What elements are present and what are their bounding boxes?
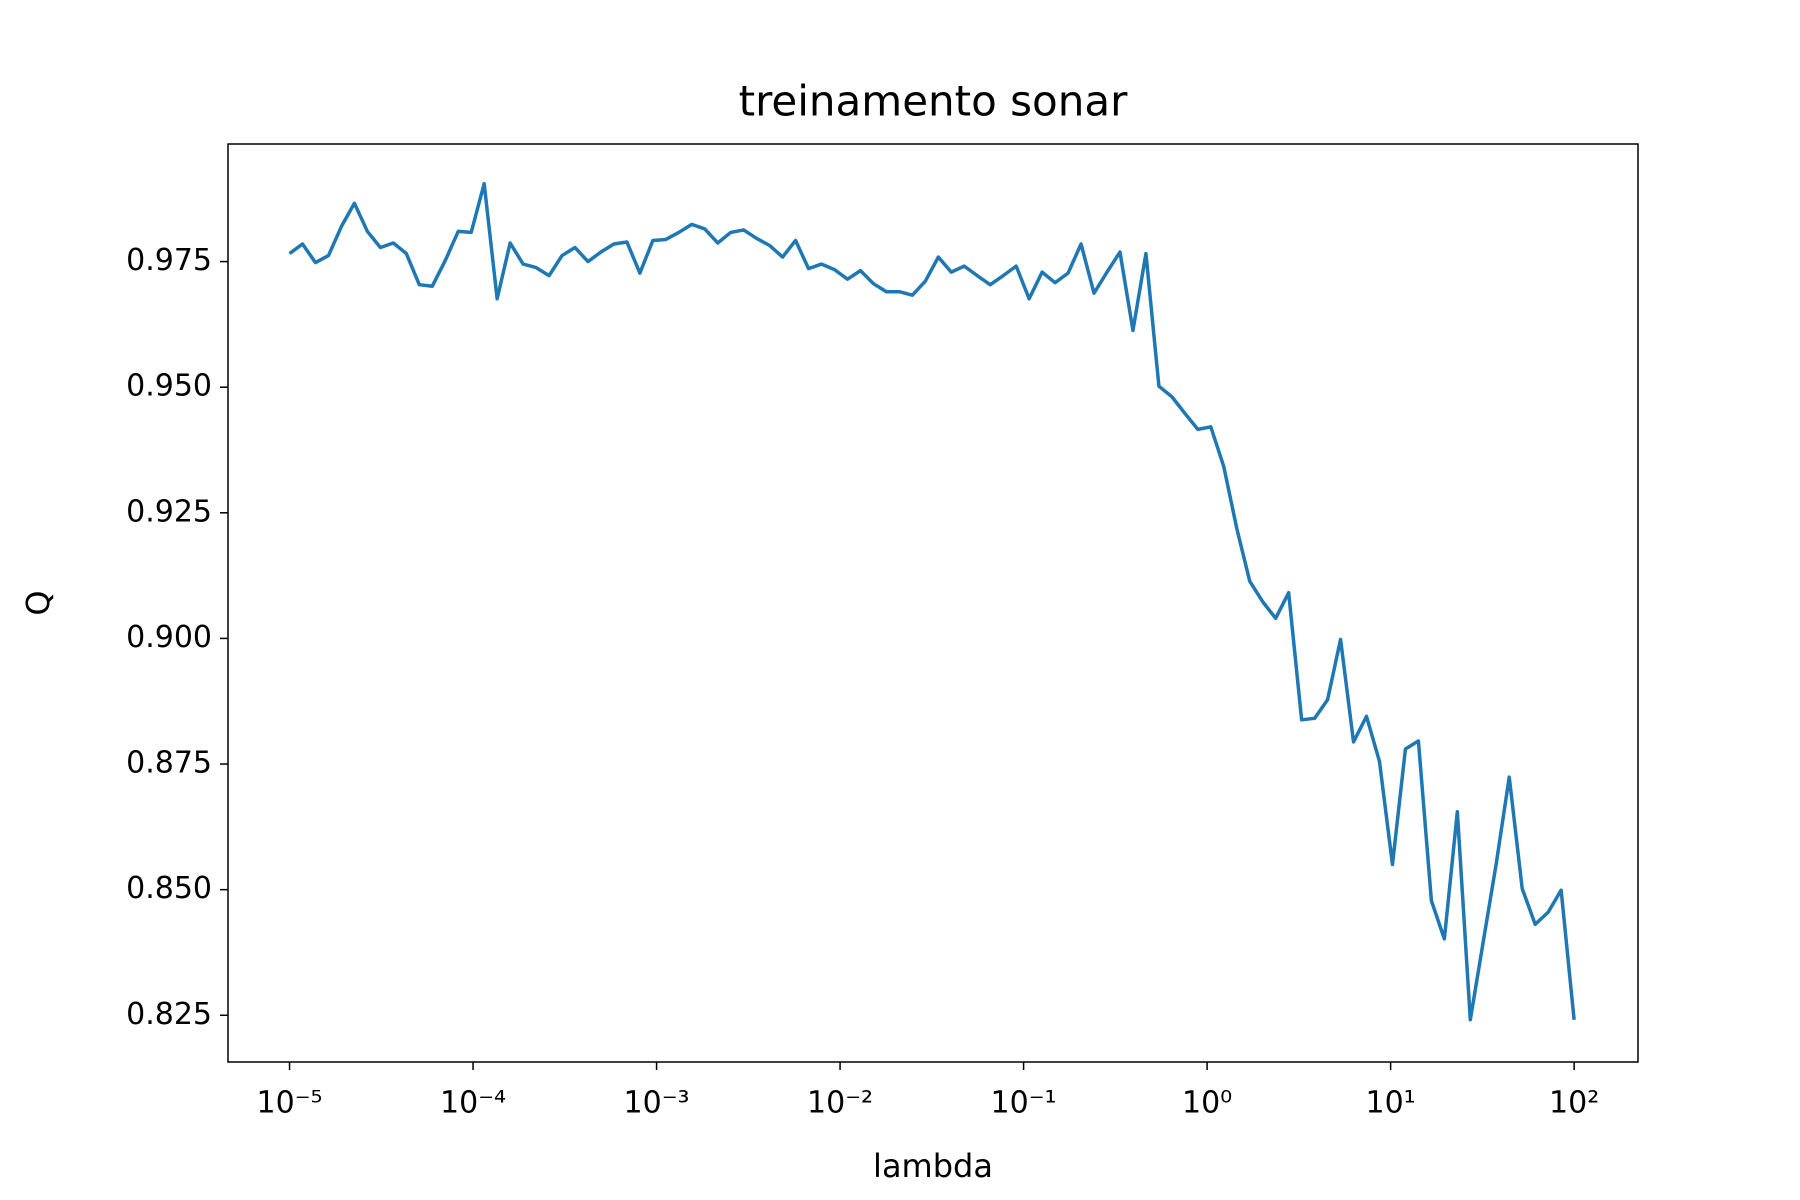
y-tick-label: 0.925: [126, 494, 212, 529]
x-tick-label: 10¹: [1366, 1086, 1416, 1121]
x-axis-label: lambda: [873, 1147, 993, 1185]
x-tick-label: 10⁻⁵: [257, 1086, 323, 1121]
x-tick-label: 10⁻¹: [991, 1086, 1057, 1121]
x-tick-label: 10⁻²: [807, 1086, 873, 1121]
x-tick-label: 10²: [1549, 1086, 1599, 1121]
y-tick-label: 0.825: [126, 997, 212, 1032]
y-tick-label: 0.850: [126, 871, 212, 906]
x-tick-label: 10⁰: [1182, 1086, 1232, 1121]
x-tick-label: 10⁻⁴: [440, 1086, 506, 1121]
y-tick-label: 0.975: [126, 243, 212, 278]
chart-title: treinamento sonar: [739, 77, 1128, 126]
data-line: [288, 181, 1576, 1022]
x-tick-label: 10⁻³: [624, 1086, 690, 1121]
plot-frame: [227, 143, 1639, 1063]
y-tick-label: 0.950: [126, 369, 212, 404]
y-tick-label: 0.900: [126, 620, 212, 655]
y-axis-label: Q: [19, 590, 57, 615]
y-tick-label: 0.875: [126, 746, 212, 781]
